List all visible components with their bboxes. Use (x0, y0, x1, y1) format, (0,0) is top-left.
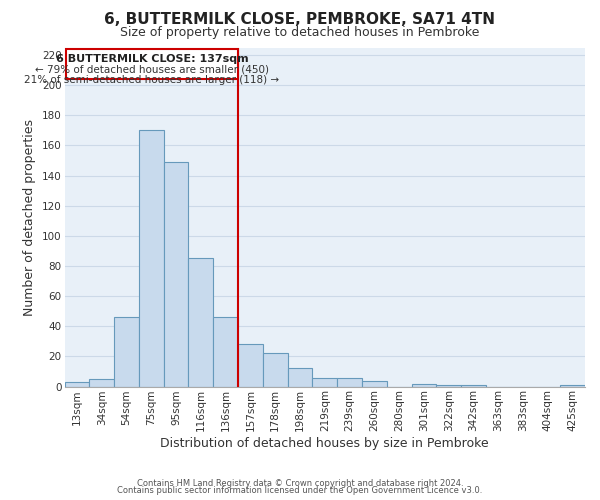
Y-axis label: Number of detached properties: Number of detached properties (23, 118, 37, 316)
Bar (412, 384, 436, 386)
Text: 21% of semi-detached houses are larger (118) →: 21% of semi-detached houses are larger (… (25, 76, 280, 86)
X-axis label: Distribution of detached houses by size in Pembroke: Distribution of detached houses by size … (160, 437, 489, 450)
Bar (213, 317, 238, 386)
Bar (114, 317, 139, 386)
Bar (461, 385, 486, 386)
Bar (139, 130, 164, 386)
Text: 6, BUTTERMILK CLOSE, PEMBROKE, SA71 4TN: 6, BUTTERMILK CLOSE, PEMBROKE, SA71 4TN (104, 12, 496, 28)
Text: Size of property relative to detached houses in Pembroke: Size of property relative to detached ho… (121, 26, 479, 39)
Bar (313, 378, 337, 386)
Bar (238, 344, 263, 387)
Bar (89, 379, 114, 386)
Text: ← 79% of detached houses are smaller (450): ← 79% of detached houses are smaller (45… (35, 65, 269, 75)
Text: Contains HM Land Registry data © Crown copyright and database right 2024.: Contains HM Land Registry data © Crown c… (137, 478, 463, 488)
Bar (337, 378, 362, 386)
Text: 6 BUTTERMILK CLOSE: 137sqm: 6 BUTTERMILK CLOSE: 137sqm (56, 54, 248, 64)
Bar (362, 380, 387, 386)
Bar (287, 368, 313, 386)
FancyBboxPatch shape (66, 49, 238, 79)
Bar (188, 258, 213, 386)
Bar (560, 385, 585, 386)
Bar (436, 385, 461, 386)
Bar (164, 162, 188, 386)
Bar (65, 382, 89, 386)
Bar (263, 354, 287, 386)
Text: Contains public sector information licensed under the Open Government Licence v3: Contains public sector information licen… (118, 486, 482, 495)
